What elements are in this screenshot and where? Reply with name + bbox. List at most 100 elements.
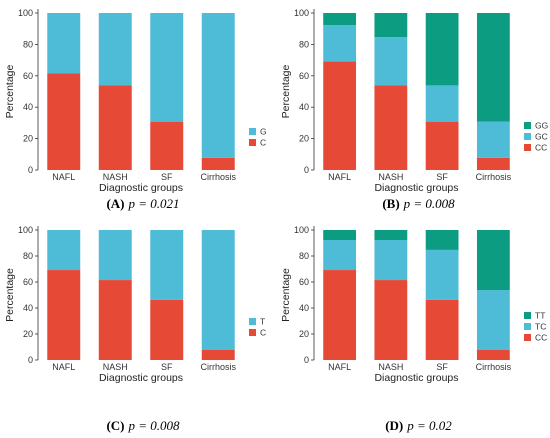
y-tick-label: 80 — [23, 39, 33, 49]
x-tick-label: Cirrhosis — [476, 362, 512, 372]
x-tick-label: NASH — [103, 362, 128, 372]
chart-panel-c: 0 20 40 60 80 100 NAFL NASH SF Cirrhosis Diagnosti… — [4, 225, 266, 433]
legend-swatch-t — [249, 318, 256, 325]
y-axis-title: Percentage — [280, 268, 292, 322]
caption-letter: (A) — [106, 196, 124, 211]
legend-label-cc: CC — [535, 143, 547, 153]
caption-letter: (C) — [106, 418, 124, 433]
bar-segment-cc — [476, 349, 510, 360]
x-tick-label: SF — [161, 362, 173, 372]
legend-swatch-c — [249, 329, 256, 336]
legend-label-c: C — [260, 138, 266, 148]
y-tick-label: 40 — [299, 303, 309, 313]
caption-p-value: p = 0.008 — [128, 418, 181, 433]
y-tick-label: 20 — [299, 329, 309, 339]
y-tick-label: 60 — [299, 71, 309, 81]
legend-label-t: T — [260, 317, 265, 327]
bar-segment-c — [150, 299, 184, 360]
legend-swatch-cc — [524, 334, 531, 341]
bar-segment-gg — [425, 13, 459, 86]
bar-segment-c — [150, 121, 184, 170]
y-tick-label: 80 — [23, 251, 33, 261]
bar-segment-cc — [476, 157, 510, 170]
bar-segment-cc — [323, 270, 357, 360]
x-tick-label: Cirrhosis — [476, 172, 512, 182]
y-tick-label: 100 — [18, 8, 33, 18]
y-tick-label: 0 — [304, 355, 309, 365]
bar-segment-cc — [374, 85, 408, 170]
bar-segment-c — [201, 157, 235, 170]
y-tick-label: 60 — [23, 277, 33, 287]
bar-segment-c — [201, 349, 235, 360]
bar-segment-tt — [323, 230, 357, 241]
bar-segment-c — [98, 85, 132, 170]
y-tick-label: 0 — [28, 355, 33, 365]
y-tick-label: 20 — [23, 329, 33, 339]
caption-p-value: p = 0.008 — [403, 196, 456, 211]
legend-label-tc: TC — [535, 322, 546, 332]
panel-caption: (C) p = 0.008 — [106, 418, 180, 433]
bar-segment-gg — [374, 13, 408, 38]
bar-segment-t — [47, 230, 81, 271]
legend-label-tt: TT — [535, 311, 545, 321]
panel-caption: (B) p = 0.008 — [382, 196, 455, 211]
bar-segment-t — [98, 230, 132, 281]
x-axis-title: Diagnostic groups — [374, 182, 458, 194]
y-tick-label: 40 — [299, 102, 309, 112]
caption-letter: (D) — [385, 418, 403, 433]
x-tick-label: NAFL — [52, 172, 75, 182]
panel-caption: (A) p = 0.021 — [106, 196, 179, 211]
x-axis-title: Diagnostic groups — [374, 372, 458, 384]
bar-segment-g — [98, 13, 132, 86]
legend-swatch-tt — [524, 312, 531, 319]
bar-segment-c — [47, 73, 81, 170]
chart-panel-d: 0 20 40 60 80 100 NAFL NASH SF Cirrhosis Diagnosti… — [280, 225, 547, 433]
x-tick-label: Cirrhosis — [200, 172, 236, 182]
x-tick-label: SF — [436, 362, 448, 372]
legend-label-cc: CC — [535, 333, 547, 343]
bar-segment-t — [150, 230, 184, 300]
y-tick-label: 80 — [299, 39, 309, 49]
bar-segment-gc — [374, 37, 408, 86]
y-tick-label: 60 — [299, 277, 309, 287]
legend-label-gg: GG — [535, 121, 548, 131]
legend-swatch-cc — [524, 144, 531, 151]
chart-panel-a: 0 20 40 60 80 100 NAFL NASH SF Cirrhosis Diagnosti… — [4, 8, 267, 211]
legend-label-g: G — [260, 127, 267, 137]
x-tick-label: NASH — [378, 362, 403, 372]
y-tick-label: 20 — [23, 134, 33, 144]
legend-swatch-tc — [524, 323, 531, 330]
chart-panel-b: 0 20 40 60 80 100 NAFL NASH SF Cirrhosis Diagnosti… — [280, 8, 548, 211]
y-tick-label: 100 — [294, 8, 309, 18]
bar-segment-gc — [425, 85, 459, 122]
y-tick-label: 80 — [299, 251, 309, 261]
x-tick-label: SF — [436, 172, 448, 182]
legend-swatch-g — [249, 128, 256, 135]
bar-segment-tt — [374, 230, 408, 241]
bar-segment-tc — [425, 249, 459, 300]
x-tick-label: NASH — [378, 172, 403, 182]
y-tick-label: 0 — [304, 165, 309, 175]
bar-segment-cc — [425, 121, 459, 170]
x-tick-label: NASH — [103, 172, 128, 182]
legend-label-c: C — [260, 328, 266, 338]
caption-letter: (B) — [382, 196, 399, 211]
bar-segment-tt — [425, 230, 459, 250]
caption-p-value: p = 0.02 — [406, 418, 452, 433]
bar-segment-c — [98, 280, 132, 360]
bar-segment-g — [47, 13, 81, 74]
y-tick-label: 0 — [28, 165, 33, 175]
legend-swatch-c — [249, 139, 256, 146]
y-tick-label: 60 — [23, 71, 33, 81]
bar-segment-tc — [323, 240, 357, 271]
y-tick-label: 100 — [18, 225, 33, 235]
bar-segment-gc — [323, 25, 357, 62]
bar-segment-cc — [323, 61, 357, 170]
bar-segment-g — [201, 13, 235, 158]
y-tick-label: 40 — [23, 303, 33, 313]
y-axis-title: Percentage — [4, 64, 16, 118]
bar-segment-t — [201, 230, 235, 350]
x-tick-label: Cirrhosis — [200, 362, 236, 372]
x-tick-label: SF — [161, 172, 173, 182]
